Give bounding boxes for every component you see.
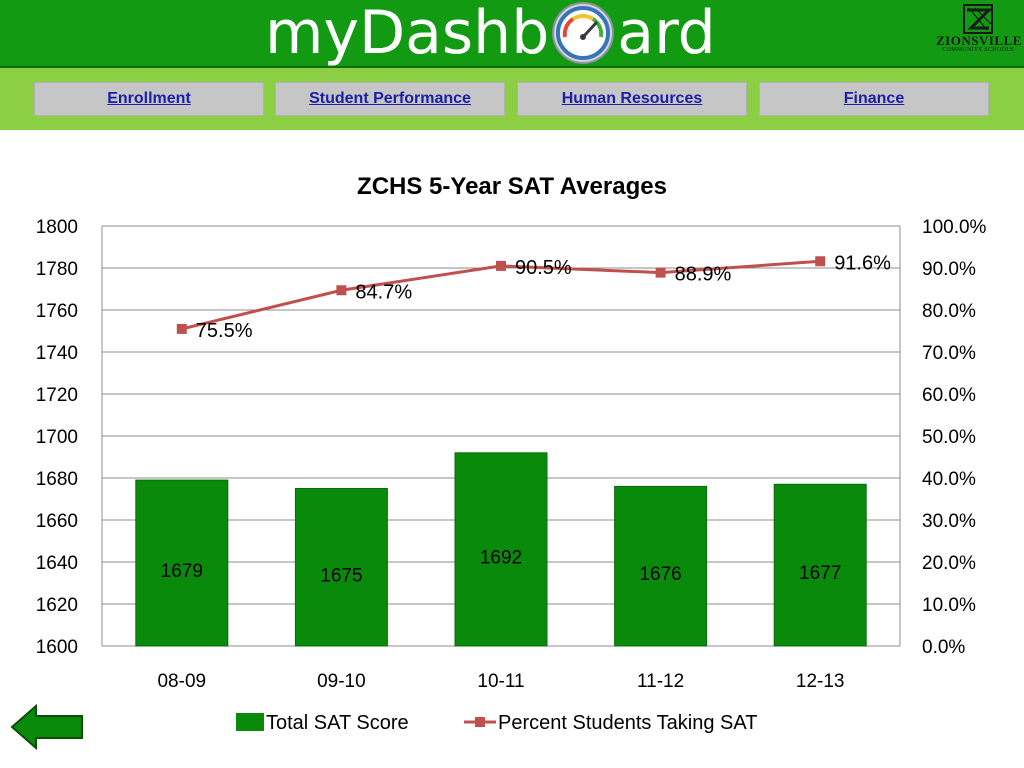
- y-right-tick-label: 80.0%: [922, 301, 976, 322]
- bar-data-label: 1692: [480, 547, 522, 568]
- tab-enrollment[interactable]: Enrollment: [34, 82, 264, 116]
- y-right-tick-label: 100.0%: [922, 217, 987, 238]
- bar-data-label: 1676: [639, 564, 681, 585]
- y-left-tick-label: 1800: [36, 217, 78, 238]
- y-left-tick-label: 1620: [36, 595, 78, 616]
- nav-bar: Enrollment Student Performance Human Res…: [0, 68, 1024, 130]
- zionsville-logo[interactable]: ZIONSVILLE COMMUNITY SCHOOLS: [936, 4, 1022, 64]
- y-left-tick-label: 1640: [36, 553, 78, 574]
- line-data-label: 84.7%: [355, 281, 412, 303]
- app-title-right: ard: [617, 0, 716, 68]
- y-left-tick-label: 1660: [36, 511, 78, 532]
- bar-data-label: 1675: [320, 565, 362, 586]
- y-right-tick-label: 40.0%: [922, 469, 976, 490]
- tab-enrollment-label[interactable]: Enrollment: [107, 90, 191, 107]
- bar: [614, 485, 708, 647]
- tab-finance[interactable]: Finance: [759, 82, 989, 116]
- line-data-label: 88.9%: [675, 264, 732, 286]
- logo-name: ZIONSVILLE: [936, 33, 1022, 48]
- tab-human-resources[interactable]: Human Resources: [517, 82, 747, 116]
- app-title-left: myDashb: [265, 0, 550, 68]
- tab-student-performance[interactable]: Student Performance: [275, 82, 505, 116]
- y-left-tick-label: 1760: [36, 301, 78, 322]
- app-title: myDashb ard: [265, 0, 716, 68]
- bar-data-label: 1679: [161, 561, 203, 582]
- y-right-tick-label: 90.0%: [922, 259, 976, 280]
- zionsville-logo-icon: [963, 4, 993, 34]
- line-point: [815, 256, 826, 267]
- legend-bar-label: Total SAT Score: [266, 712, 409, 734]
- y-left-tick-label: 1700: [36, 427, 78, 448]
- header-bar: myDashb ard ZIONSVILLE COMMUNITY SCHOOLS: [0, 0, 1024, 68]
- y-left-tick-label: 1720: [36, 385, 78, 406]
- bar: [773, 483, 867, 647]
- x-tick-label: 08-09: [157, 671, 206, 692]
- bar: [294, 488, 388, 647]
- line-point: [496, 260, 506, 271]
- sat-chart: ZCHS 5-Year SAT Averages 1600 1620 1640 1660…: [36, 173, 987, 734]
- line-point: [176, 323, 187, 334]
- line-data-label: 90.5%: [515, 257, 572, 279]
- legend-line-marker: [475, 717, 485, 727]
- legend-line-label: Percent Students Taking SAT: [498, 712, 757, 734]
- tab-human-resources-label[interactable]: Human Resources: [561, 90, 703, 107]
- chart-title: ZCHS 5-Year SAT Averages: [357, 173, 667, 200]
- y-right-tick-label: 60.0%: [922, 385, 976, 406]
- logo-subtitle: COMMUNITY SCHOOLS: [942, 47, 1014, 53]
- y-left-tick-label: 1680: [36, 469, 78, 490]
- bar: [135, 479, 229, 647]
- y-right-tick-label: 10.0%: [922, 595, 976, 616]
- line-point: [336, 285, 347, 296]
- line-data-label: 75.5%: [196, 320, 253, 342]
- y-left-tick-label: 1780: [36, 259, 78, 280]
- tab-finance-label[interactable]: Finance: [843, 90, 905, 107]
- y-right-tick-label: 70.0%: [922, 343, 976, 364]
- back-arrow-icon[interactable]: [10, 704, 84, 750]
- y-left-tick-label: 1740: [36, 343, 78, 364]
- x-tick-label: 10-11: [477, 671, 524, 692]
- y-right-tick-label: 50.0%: [922, 427, 976, 448]
- line-data-label: 91.6%: [834, 252, 891, 274]
- legend-bar-swatch: [236, 713, 264, 731]
- x-tick-label: 09-10: [317, 671, 366, 692]
- bar-data-label: 1677: [799, 563, 841, 584]
- y-left-tick-label: 1600: [36, 637, 78, 658]
- y-right-tick-label: 0.0%: [922, 637, 965, 658]
- x-tick-label: 12-13: [796, 671, 845, 692]
- bar: [454, 452, 548, 647]
- tab-student-performance-label[interactable]: Student Performance: [309, 90, 471, 107]
- y-right-tick-label: 20.0%: [922, 553, 976, 574]
- gauge-icon: [552, 2, 615, 64]
- y-right-tick-label: 30.0%: [922, 511, 976, 532]
- x-tick-label: 11-12: [637, 671, 684, 692]
- line-point: [655, 267, 666, 278]
